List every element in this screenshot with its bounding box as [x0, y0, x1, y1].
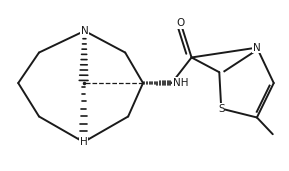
Text: NH: NH [173, 78, 189, 88]
Text: N: N [81, 26, 88, 36]
Text: O: O [177, 18, 185, 28]
Text: N: N [253, 43, 261, 53]
Text: S: S [218, 104, 225, 114]
Text: H: H [80, 137, 88, 147]
